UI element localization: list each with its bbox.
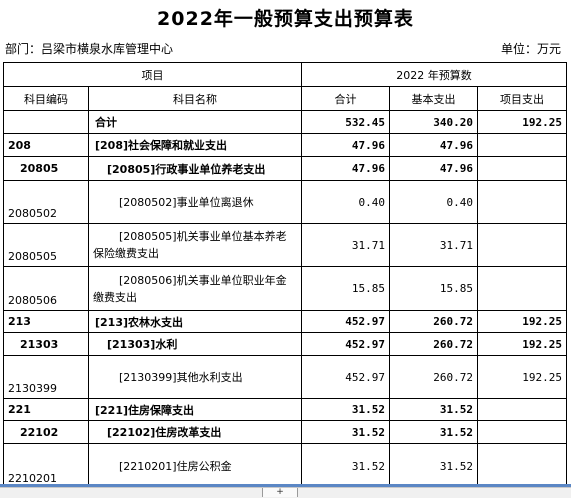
cell-project[interactable] — [476, 180, 568, 224]
table-row: 21303 [21303]水利 452.97 260.72 192.25 — [3, 332, 568, 356]
header-item: 项目 — [3, 62, 302, 87]
cell-name[interactable]: 合计 — [88, 110, 302, 134]
cell-basic[interactable]: 47.96 — [389, 133, 478, 157]
table-row: 208 [208]社会保障和就业支出 47.96 47.96 — [3, 133, 568, 157]
cell-total[interactable]: 452.97 — [301, 310, 390, 333]
cell-basic[interactable]: 260.72 — [389, 310, 478, 333]
table-row: 2080506 [2080506]机关事业单位职业年金缴费支出 15.85 15… — [3, 266, 568, 311]
header-project: 项目支出 — [476, 86, 568, 111]
cell-total[interactable]: 452.97 — [301, 355, 390, 399]
cell-name[interactable]: [2130399]其他水利支出 — [88, 355, 302, 399]
cell-basic[interactable]: 31.71 — [389, 223, 478, 267]
cell-total[interactable]: 452.97 — [301, 332, 390, 356]
page-title: 2022年一般预算支出预算表 — [157, 7, 414, 30]
cell-total[interactable]: 31.52 — [301, 398, 390, 421]
cell-project[interactable] — [476, 133, 568, 157]
header-total: 合计 — [301, 86, 390, 111]
cell-name[interactable]: [2080506]机关事业单位职业年金缴费支出 — [88, 266, 302, 311]
header-code: 科目编码 — [3, 86, 89, 111]
department-label: 部门：吕梁市横泉水库管理中心 — [5, 42, 174, 56]
table-row: 20805 [20805]行政事业单位养老支出 47.96 47.96 — [3, 156, 568, 181]
cell-project[interactable] — [476, 398, 568, 421]
cell-code[interactable]: 221 — [3, 398, 89, 421]
header-budget-group: 2022 年预算数 — [300, 62, 568, 87]
cell-name[interactable]: [20805]行政事业单位养老支出 — [88, 156, 302, 181]
cell-total[interactable]: 31.52 — [301, 443, 390, 484]
table-row: 2210201 [2210201]住房公积金 31.52 31.52 — [3, 443, 568, 484]
cell-basic[interactable]: 340.20 — [389, 110, 478, 134]
cell-code[interactable]: 2080505 — [3, 223, 89, 267]
cell-name[interactable]: [208]社会保障和就业支出 — [88, 133, 302, 157]
table-row: 2130399 [2130399]其他水利支出 452.97 260.72 19… — [3, 355, 568, 399]
table-row: 213 [213]农林水支出 452.97 260.72 192.25 — [3, 310, 568, 333]
cell-basic[interactable]: 47.96 — [389, 156, 478, 181]
cell-project[interactable] — [476, 266, 568, 311]
cell-code[interactable] — [3, 110, 89, 134]
cell-code[interactable]: 22102 — [3, 420, 89, 444]
cell-project[interactable]: 192.25 — [476, 332, 568, 356]
cell-total[interactable]: 47.96 — [301, 133, 390, 157]
cell-project[interactable] — [476, 420, 568, 444]
table-row: 2080505 [2080505]机关事业单位基本养老保险缴费支出 31.71 … — [3, 223, 568, 267]
cell-basic[interactable]: 260.72 — [389, 332, 478, 356]
cell-code[interactable]: 2210201 — [3, 443, 89, 484]
header-name: 科目名称 — [88, 86, 302, 111]
cell-basic[interactable]: 0.40 — [389, 180, 478, 224]
cell-name[interactable]: [2210201]住房公积金 — [88, 443, 302, 484]
cell-code[interactable]: 208 — [3, 133, 89, 157]
cell-code[interactable]: 21303 — [3, 332, 89, 356]
cell-code[interactable]: 2080506 — [3, 266, 89, 311]
cell-code[interactable]: 213 — [3, 310, 89, 333]
cell-code[interactable]: 2130399 — [3, 355, 89, 399]
cell-name[interactable]: [22102]住房改革支出 — [88, 420, 302, 444]
spreadsheet-area: 项目 2022 年预算数 科目编码 科目名称 合计 基本支出 项目支出 合计 5… — [0, 62, 571, 484]
unit-label: 单位：万元 — [500, 42, 561, 56]
cell-basic[interactable]: 260.72 — [389, 355, 478, 399]
cell-total[interactable]: 31.71 — [301, 223, 390, 267]
cell-project[interactable] — [476, 443, 568, 484]
table-row: 22102 [22102]住房改革支出 31.52 31.52 — [3, 420, 568, 444]
cell-project[interactable] — [476, 156, 568, 181]
cell-total[interactable]: 0.40 — [301, 180, 390, 224]
cell-basic[interactable]: 31.52 — [389, 398, 478, 421]
add-sheet-tab-icon[interactable]: + — [262, 488, 298, 497]
cell-code[interactable]: 2080502 — [3, 180, 89, 224]
table-row: 2080502 [2080502]事业单位离退休 0.40 0.40 — [3, 180, 568, 224]
cell-total[interactable]: 15.85 — [301, 266, 390, 311]
cell-name[interactable]: [213]农林水支出 — [88, 310, 302, 333]
budget-table: 项目 2022 年预算数 科目编码 科目名称 合计 基本支出 项目支出 合计 5… — [3, 62, 568, 484]
cell-code[interactable]: 20805 — [3, 156, 89, 181]
cell-basic[interactable]: 15.85 — [389, 266, 478, 311]
cell-name[interactable]: [221]住房保障支出 — [88, 398, 302, 421]
cell-project[interactable]: 192.25 — [476, 310, 568, 333]
header-row-2: 科目编码 科目名称 合计 基本支出 项目支出 — [3, 86, 568, 111]
cell-total[interactable]: 31.52 — [301, 420, 390, 444]
header-basic: 基本支出 — [389, 86, 478, 111]
table-row: 221 [221]住房保障支出 31.52 31.52 — [3, 398, 568, 421]
cell-name[interactable]: [21303]水利 — [88, 332, 302, 356]
sheet-bottom-edge — [0, 484, 571, 487]
cell-total[interactable]: 532.45 — [301, 110, 390, 134]
header-row-1: 项目 2022 年预算数 — [3, 62, 568, 87]
cell-project[interactable]: 192.25 — [476, 110, 568, 134]
cell-basic[interactable]: 31.52 — [389, 443, 478, 484]
cell-name[interactable]: [2080502]事业单位离退休 — [88, 180, 302, 224]
cell-basic[interactable]: 31.52 — [389, 420, 478, 444]
table-row: 合计 532.45 340.20 192.25 — [3, 110, 568, 134]
cell-project[interactable]: 192.25 — [476, 355, 568, 399]
cell-total[interactable]: 47.96 — [301, 156, 390, 181]
cell-project[interactable] — [476, 223, 568, 267]
cell-name[interactable]: [2080505]机关事业单位基本养老保险缴费支出 — [88, 223, 302, 267]
